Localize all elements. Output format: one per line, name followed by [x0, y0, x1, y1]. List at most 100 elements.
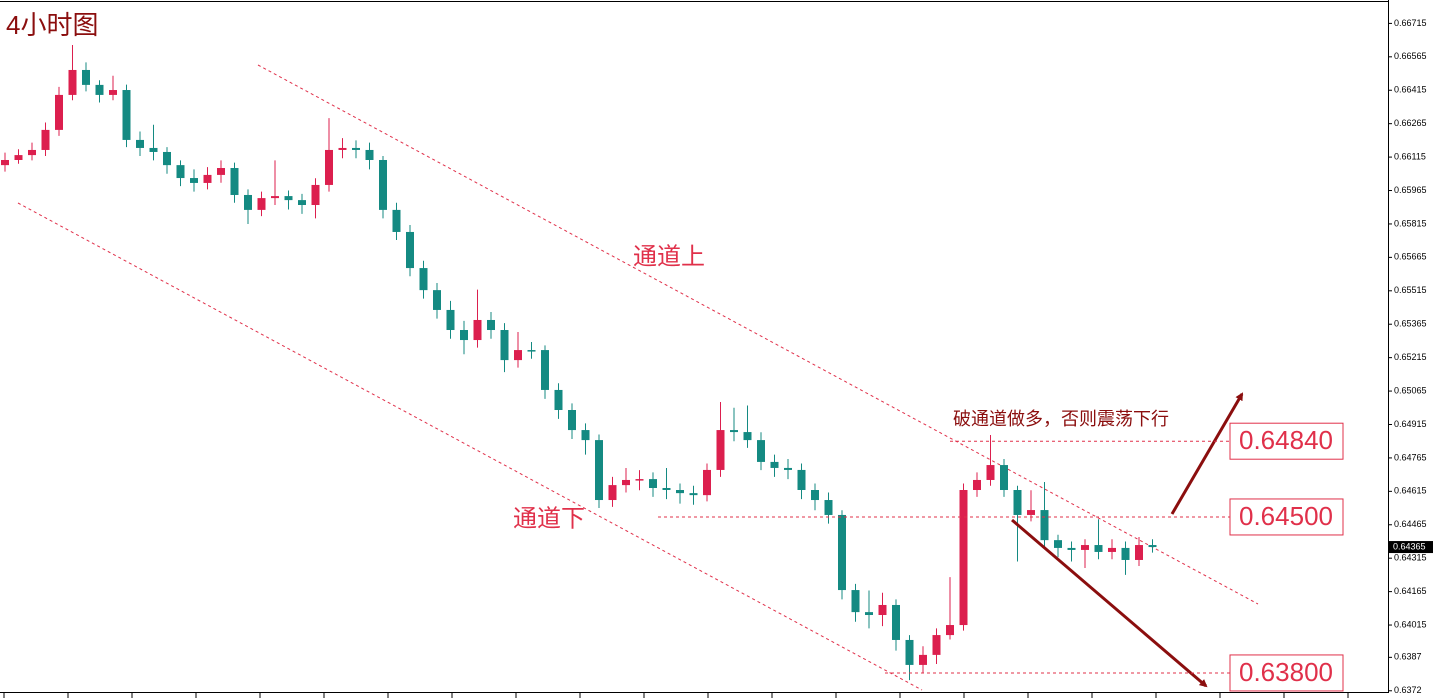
candle-body — [95, 84, 104, 95]
y-tick-label: 0.64465 — [1394, 519, 1427, 529]
candle-body — [541, 350, 549, 390]
y-tick-label: 0.6372 — [1394, 685, 1422, 695]
candle-body — [919, 654, 927, 665]
y-tick-label: 0.64315 — [1394, 553, 1427, 563]
candle-body — [770, 461, 779, 468]
annotation: 通道下 — [513, 505, 585, 532]
y-tick-label: 0.64765 — [1394, 452, 1427, 462]
candle-body — [1054, 540, 1062, 548]
candle-body — [676, 490, 684, 494]
candle-body — [392, 209, 401, 232]
candle-body — [514, 350, 522, 361]
candle-body — [824, 500, 833, 515]
candle-body — [1027, 510, 1035, 515]
candle-body — [433, 290, 441, 310]
annotation: 破通道做多，否则震荡下行 — [953, 409, 1169, 429]
y-tick-label: 0.65065 — [1394, 385, 1427, 395]
candle-body — [662, 487, 671, 491]
candle-body — [406, 231, 414, 269]
candle-body — [986, 465, 995, 480]
candle-body — [284, 196, 293, 201]
candle-body — [271, 196, 279, 199]
candle-body — [149, 147, 158, 152]
candle-body — [527, 350, 536, 352]
x-ticks — [3, 693, 1349, 698]
candle-body — [109, 90, 117, 95]
y-tick-label: 0.64165 — [1394, 586, 1427, 596]
candle-body — [865, 612, 873, 616]
candle-body — [298, 200, 306, 206]
candle-body — [784, 467, 792, 470]
candle-body — [1148, 545, 1157, 548]
plot-area — [1, 45, 1157, 681]
candle-body — [1108, 547, 1116, 552]
y-tick-label: 0.65515 — [1394, 285, 1427, 295]
candle-body — [82, 69, 90, 85]
candle-body — [365, 149, 374, 160]
candle-body — [1040, 510, 1049, 541]
level-box — [1229, 498, 1344, 536]
y-tick-label: 0.65815 — [1394, 218, 1427, 228]
current-price-label: 0.64365 — [1393, 541, 1426, 551]
candle-body — [622, 479, 630, 486]
level-label: 0.63800 — [1239, 657, 1333, 687]
candle-body — [352, 147, 360, 150]
candle-body — [14, 155, 23, 160]
level-label: 0.64500 — [1239, 501, 1333, 531]
candle-body — [55, 94, 63, 130]
candle-body — [325, 149, 333, 185]
candle-body — [959, 490, 968, 626]
candle-body — [554, 389, 563, 411]
candle-body — [257, 198, 266, 210]
candle-body — [730, 430, 738, 433]
candle-body — [946, 625, 954, 636]
candle-body — [811, 490, 819, 501]
y-tick-label: 0.66715 — [1394, 18, 1427, 28]
candle-body — [1094, 545, 1103, 552]
candle-body — [460, 330, 468, 341]
candle-body — [338, 147, 347, 150]
y-tick-label: 0.65365 — [1394, 319, 1427, 329]
candle-body — [1135, 545, 1143, 560]
y-tick-label: 0.64615 — [1394, 486, 1427, 496]
y-tick-label: 0.66115 — [1394, 151, 1426, 161]
candle-body — [190, 178, 198, 183]
candle-body — [595, 440, 603, 501]
candle-body — [163, 151, 171, 166]
candle-body — [244, 194, 252, 210]
candle-body — [487, 319, 495, 331]
y-tick-label: 0.64915 — [1394, 419, 1427, 429]
candle-body — [1121, 547, 1130, 560]
candle-body — [473, 319, 482, 341]
y-tick-label: 0.64015 — [1394, 619, 1427, 629]
level-box — [1229, 422, 1344, 460]
candle-body — [1000, 465, 1008, 491]
candle-body — [136, 139, 144, 148]
candle-body — [892, 604, 900, 640]
candle-body — [446, 309, 455, 331]
current-price-box — [1389, 541, 1433, 554]
y-tick-label: 0.66415 — [1394, 85, 1427, 95]
candle-body — [568, 410, 576, 431]
candle-body — [1067, 547, 1076, 550]
candle-body — [68, 69, 77, 95]
chart-title: 4小时图 — [6, 10, 98, 40]
y-tick-label: 0.6387 — [1394, 652, 1422, 662]
candle-body — [973, 479, 981, 491]
y-tick-label: 0.65965 — [1394, 185, 1427, 195]
candle-body — [122, 90, 131, 140]
level-label: 0.64840 — [1239, 425, 1333, 455]
candle-body — [635, 479, 644, 481]
candle-body — [905, 639, 914, 665]
candle-body — [176, 165, 185, 179]
candle-body — [851, 590, 860, 613]
candle-body — [217, 168, 225, 175]
arrow-down — [1011, 518, 1208, 688]
candle-body — [500, 330, 509, 361]
candle-body — [878, 604, 887, 616]
arrow-up — [1170, 392, 1244, 515]
candle-body — [743, 432, 752, 441]
candle-body — [1, 159, 9, 166]
level-box — [1229, 654, 1344, 692]
